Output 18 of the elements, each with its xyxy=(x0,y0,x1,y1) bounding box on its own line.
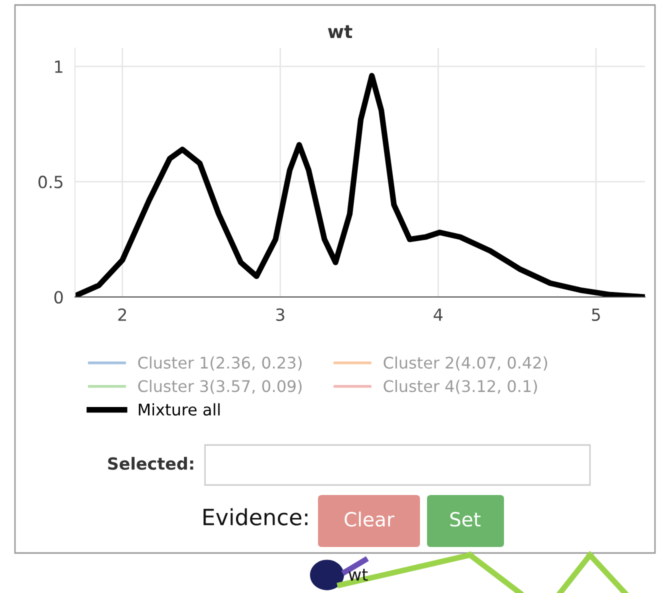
y-tick-label: 0 xyxy=(54,290,63,304)
text: Selected: xyxy=(108,456,194,470)
x-tick-label: 5 xyxy=(592,308,600,322)
legend-label: Cluster 3(3.57, 0.09) xyxy=(138,380,302,394)
y-tick-label: 1 xyxy=(55,60,62,73)
legend-label: Cluster 2(4.07, 0.42) xyxy=(384,356,548,371)
legend-label: Cluster 4(3.12, 0.1) xyxy=(384,380,537,394)
text: Evidence: xyxy=(204,508,308,526)
text: Set xyxy=(450,512,480,527)
x-tick-label: 2 xyxy=(118,308,126,321)
text: Clear xyxy=(344,512,394,527)
x-tick-label: 4 xyxy=(434,308,443,321)
text: wt xyxy=(348,568,368,581)
chart-title: wt xyxy=(328,25,352,38)
legend-label: Mixture all xyxy=(138,403,220,416)
y-tick-label: 0.5 xyxy=(38,176,62,188)
x-tick-label: 3 xyxy=(276,308,284,322)
legend-label: Cluster 1(2.36, 0.23) xyxy=(138,356,302,371)
